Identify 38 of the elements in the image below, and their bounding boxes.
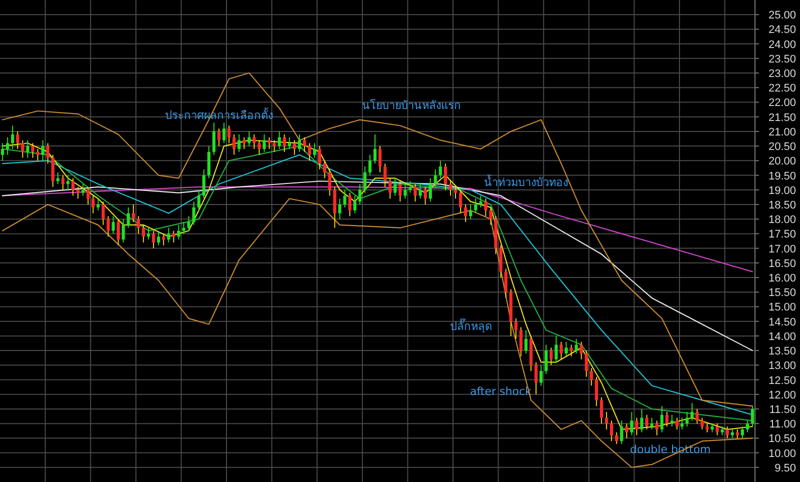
y-tick-label: 15.00 xyxy=(768,302,796,314)
y-tick-label: 23.00 xyxy=(768,68,796,80)
line-series xyxy=(2,72,754,407)
y-tick-label: 9.50 xyxy=(774,462,796,474)
y-tick-label: 11.50 xyxy=(769,404,796,416)
y-tick-label: 12.50 xyxy=(768,374,796,387)
annotation: ปลั๊กหลุด xyxy=(450,318,492,333)
y-tick-label: 22.00 xyxy=(768,97,796,110)
y-tick-label: 19.00 xyxy=(768,184,796,197)
y-tick-label: 10.50 xyxy=(768,433,796,446)
y-tick-label: 12.00 xyxy=(768,389,796,402)
annotation: นโยบายบ้านหลังแรก xyxy=(362,98,461,112)
y-tick-label: 24.50 xyxy=(768,24,796,36)
y-tick-label: 13.00 xyxy=(768,360,796,372)
y-tick-label: 14.50 xyxy=(768,316,796,328)
y-tick-label: 17.00 xyxy=(768,243,796,256)
y-tick-label: 11.00 xyxy=(769,418,796,431)
y-tick-label: 23.50 xyxy=(768,53,796,66)
y-tick-label: 20.50 xyxy=(768,141,796,154)
y-tick-label: 10.00 xyxy=(768,448,796,460)
y-tick-label: 18.50 xyxy=(768,199,796,212)
y-tick-label: 16.50 xyxy=(768,258,796,270)
annotation: น้ำท่วมบางบัวทอง xyxy=(484,174,568,189)
y-tick-label: 16.00 xyxy=(768,272,796,285)
y-tick-label: 14.00 xyxy=(768,330,796,343)
y-tick-label: 20.00 xyxy=(768,156,796,168)
y-tick-label: 18.00 xyxy=(768,214,796,226)
line-series xyxy=(2,198,754,468)
y-tick-label: 21.50 xyxy=(768,112,796,124)
y-tick-label: 17.50 xyxy=(768,228,796,241)
y-tick-label: 25.00 xyxy=(768,10,796,22)
y-tick-label: 19.50 xyxy=(768,170,796,182)
y-tick-label: 13.50 xyxy=(768,346,796,358)
y-tick-label: 21.00 xyxy=(768,126,796,138)
y-tick-label: 24.00 xyxy=(768,38,796,51)
line-series xyxy=(2,186,754,272)
y-tick-label: 15.50 xyxy=(768,287,796,300)
y-tick-label: 22.50 xyxy=(768,82,796,95)
